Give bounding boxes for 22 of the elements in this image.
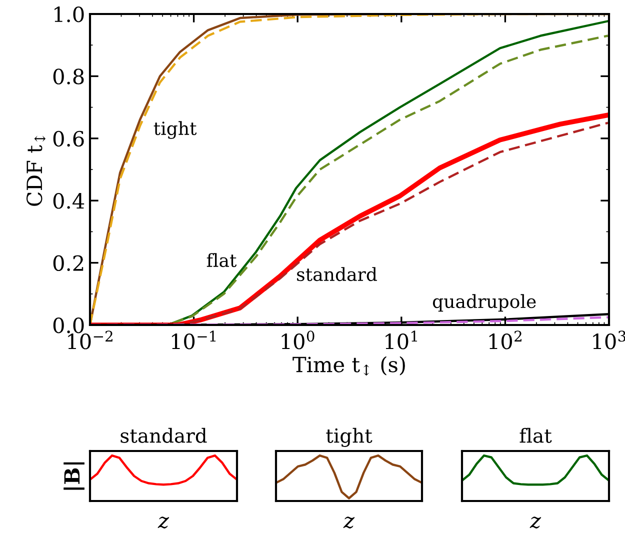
x-tick-label: 10$^{1}$ [386,330,417,350]
x-tick-label: 10$^{0}$ [282,330,314,350]
x-tick-label: 10$^{2}$ [489,330,522,350]
annotation: flat [206,253,237,268]
y-tick-label: 0.8 [53,68,84,84]
chart-title: tight [326,428,372,447]
chart-title: flat [520,428,552,443]
annotation: quadrupole [432,294,536,312]
y-tick-label: 0.6 [53,130,84,147]
annotation: tight [154,121,197,139]
chart-title: standard [120,428,207,443]
y-tick-label: 1.0 [54,6,84,22]
y-tick-label: 0.4 [53,193,84,209]
annotation: standard [297,267,377,282]
x-axis-title: z [343,516,355,528]
x-axis-title: Time t$_{↕}$ (s) [292,356,405,376]
x-tick-label: 10$^{−1}$ [172,330,216,350]
y-tick-label: 0.2 [53,255,84,272]
y-axis-title: CDF t$_{↕}$ [26,136,46,206]
x-axis-title: z [530,516,542,528]
y-axis-title: |B| [64,462,84,490]
x-axis-title: z [158,516,170,528]
